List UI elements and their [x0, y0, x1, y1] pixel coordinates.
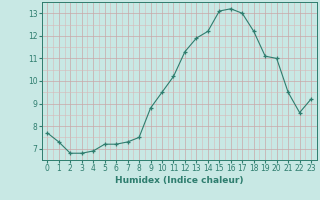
X-axis label: Humidex (Indice chaleur): Humidex (Indice chaleur) [115, 176, 244, 185]
